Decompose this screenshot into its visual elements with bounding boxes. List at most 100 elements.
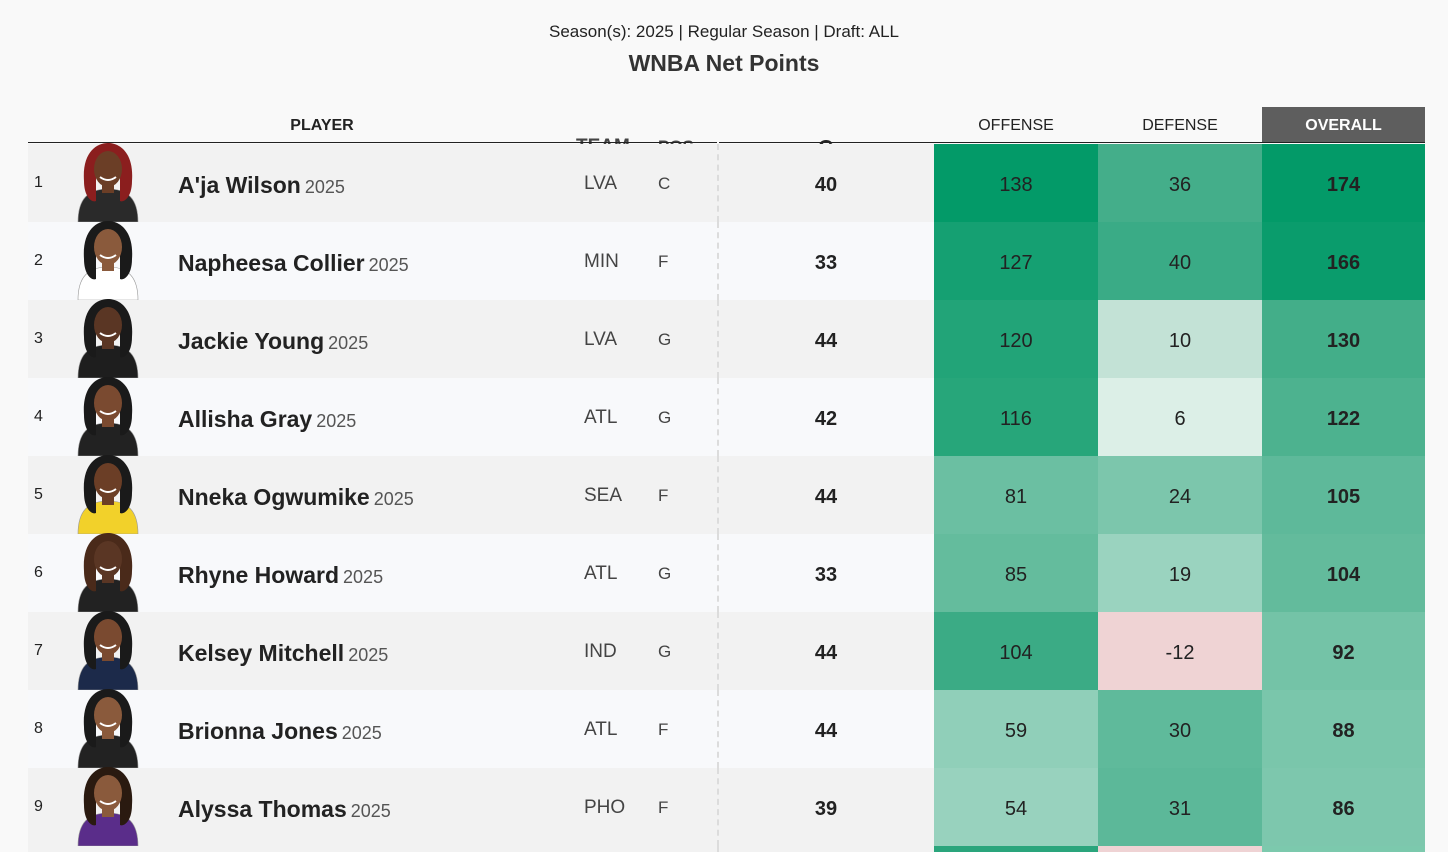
defense-cell: 36 bbox=[1098, 144, 1262, 222]
player-name[interactable]: Kelsey Mitchell 2025 bbox=[178, 612, 388, 696]
overall-cell: 130 bbox=[1262, 300, 1425, 378]
column-divider bbox=[717, 222, 719, 300]
player-photo bbox=[54, 531, 162, 612]
rank: 7 bbox=[34, 642, 43, 659]
position: G bbox=[658, 408, 672, 427]
header-divider-right bbox=[719, 142, 1425, 143]
defense-cell: 30 bbox=[1098, 690, 1262, 768]
defense-cell: 40 bbox=[1098, 222, 1262, 300]
player-name[interactable]: Allisha Gray 2025 bbox=[178, 378, 356, 462]
table-row[interactable]: 1 A'ja Wilson 2025 LVA C 40 138 36 174 bbox=[28, 141, 1425, 222]
team: ATL bbox=[584, 563, 618, 584]
games: 33 bbox=[814, 252, 838, 274]
overall-cell: 88 bbox=[1262, 690, 1425, 768]
season-year: 2025 bbox=[350, 801, 391, 821]
player-photo bbox=[54, 219, 162, 300]
season-year: 2025 bbox=[348, 645, 389, 665]
player-name-text: A'ja Wilson bbox=[178, 172, 301, 198]
rank: 4 bbox=[34, 408, 43, 425]
overall-cell: 104 bbox=[1262, 534, 1425, 612]
position: F bbox=[658, 252, 669, 271]
position: G bbox=[658, 330, 672, 349]
player-name-text: Nneka Ogwumike bbox=[178, 484, 370, 510]
column-header-overall[interactable]: OVERALL bbox=[1262, 107, 1425, 143]
column-header-pos[interactable]: POS. bbox=[658, 107, 718, 156]
page-title: WNBA Net Points bbox=[628, 50, 820, 76]
table-row[interactable]: 3 Jackie Young 2025 LVA G 44 120 10 130 bbox=[28, 297, 1425, 378]
column-header-player[interactable]: PLAYER bbox=[290, 117, 354, 134]
overall-cell: 105 bbox=[1262, 456, 1425, 534]
header-divider-left bbox=[28, 142, 717, 143]
table-header: PLAYER TEAM POS. G OFFENSE DEFENSE OVERA… bbox=[28, 107, 1425, 159]
player-name[interactable]: A'ja Wilson 2025 bbox=[178, 144, 345, 228]
season-year: 2025 bbox=[328, 333, 369, 353]
games: 40 bbox=[814, 174, 838, 196]
table-row[interactable]: 2 Napheesa Collier 2025 MIN F 33 127 40 1… bbox=[28, 219, 1425, 300]
subtitle: Season(s): 2025 | Regular Season | Draft… bbox=[549, 22, 899, 41]
team: MIN bbox=[584, 251, 619, 272]
defense-cell: 10 bbox=[1098, 300, 1262, 378]
table-body: 1 A'ja Wilson 2025 LVA C 40 138 36 174 2 bbox=[28, 141, 1425, 846]
player-photo bbox=[54, 297, 162, 378]
games: 33 bbox=[814, 564, 838, 586]
table-row-partial bbox=[28, 846, 1425, 852]
team: LVA bbox=[584, 173, 618, 194]
position: F bbox=[658, 486, 669, 505]
player-name-text: Napheesa Collier bbox=[178, 250, 365, 276]
defense-cell: -12 bbox=[1098, 612, 1262, 690]
column-header-offense[interactable]: OFFENSE bbox=[978, 117, 1054, 134]
player-photo bbox=[54, 141, 162, 222]
table-row[interactable]: 8 Brionna Jones 2025 ATL F 44 59 30 88 bbox=[28, 689, 1425, 768]
overall-cell: 174 bbox=[1262, 144, 1425, 222]
season-year: 2025 bbox=[304, 177, 345, 197]
games: 44 bbox=[814, 642, 838, 664]
player-name-text: Alyssa Thomas bbox=[178, 796, 347, 822]
team: ATL bbox=[584, 719, 618, 740]
offense-cell: 81 bbox=[934, 456, 1098, 534]
player-name[interactable]: Rhyne Howard 2025 bbox=[178, 534, 383, 618]
player-name-text: Jackie Young bbox=[178, 328, 325, 354]
rank: 2 bbox=[34, 252, 43, 269]
offense-cell bbox=[934, 846, 1098, 852]
column-header-team[interactable]: TEAM bbox=[576, 107, 636, 157]
rank: 3 bbox=[34, 330, 43, 347]
rank: 8 bbox=[34, 720, 43, 737]
column-divider bbox=[717, 612, 719, 690]
column-divider bbox=[717, 690, 719, 768]
player-name[interactable]: Alyssa Thomas 2025 bbox=[178, 768, 391, 852]
table-row[interactable]: 6 Rhyne Howard 2025 ATL G 33 85 19 104 bbox=[28, 531, 1425, 612]
column-divider bbox=[717, 534, 719, 612]
table-row[interactable]: 7 Kelsey Mitchell 2025 IND G 44 104 -12 9… bbox=[28, 611, 1425, 690]
column-header-g[interactable]: G bbox=[728, 107, 924, 159]
offense-cell: 127 bbox=[934, 222, 1098, 300]
player-name[interactable]: Napheesa Collier 2025 bbox=[178, 222, 409, 306]
column-divider bbox=[717, 144, 719, 222]
column-header-defense[interactable]: DEFENSE bbox=[1142, 117, 1218, 134]
overall-cell: 122 bbox=[1262, 378, 1425, 456]
games: 39 bbox=[814, 798, 838, 820]
overall-cell bbox=[1262, 846, 1425, 852]
table-row[interactable]: 4 Allisha Gray 2025 ATL G 42 116 6 122 bbox=[28, 375, 1425, 456]
defense-cell: 19 bbox=[1098, 534, 1262, 612]
overall-cell: 86 bbox=[1262, 768, 1425, 846]
defense-cell: 24 bbox=[1098, 456, 1262, 534]
player-name[interactable]: Jackie Young 2025 bbox=[178, 300, 368, 384]
player-name[interactable]: Brionna Jones 2025 bbox=[178, 690, 382, 774]
season-year: 2025 bbox=[368, 255, 409, 275]
table-row[interactable]: 5 Nneka Ogwumike 2025 SEA F 44 81 24 105 bbox=[28, 453, 1425, 534]
column-divider bbox=[717, 378, 719, 456]
defense-cell: 31 bbox=[1098, 768, 1262, 846]
table-row[interactable]: 9 Alyssa Thomas 2025 PHO F 39 54 31 86 bbox=[28, 765, 1425, 846]
games: 44 bbox=[814, 720, 838, 742]
position: G bbox=[658, 642, 672, 661]
player-photo bbox=[54, 765, 162, 846]
player-photo bbox=[54, 375, 162, 456]
team: ATL bbox=[584, 407, 618, 428]
team: PHO bbox=[584, 797, 626, 818]
player-photo bbox=[54, 453, 162, 534]
position: G bbox=[658, 564, 672, 583]
season-year: 2025 bbox=[373, 489, 414, 509]
offense-cell: 85 bbox=[934, 534, 1098, 612]
player-name[interactable]: Nneka Ogwumike 2025 bbox=[178, 456, 414, 540]
column-divider bbox=[717, 768, 719, 846]
